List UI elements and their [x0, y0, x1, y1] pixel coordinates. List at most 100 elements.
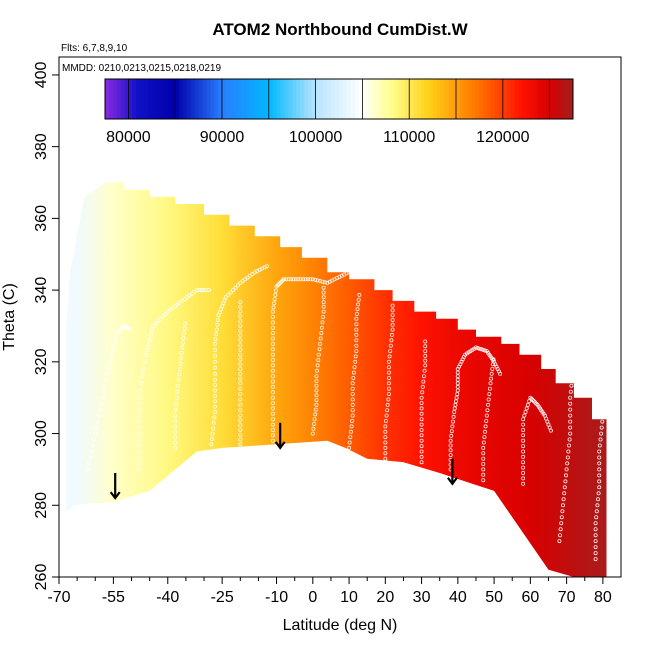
track-point [597, 455, 602, 460]
colorbar-cell [292, 79, 297, 119]
track-point [238, 386, 243, 391]
track-point [563, 479, 568, 484]
track-point [483, 424, 488, 429]
track-point [386, 386, 391, 391]
track-point [558, 527, 563, 532]
track-point [386, 381, 391, 386]
track-point [600, 369, 605, 374]
track-point [238, 309, 243, 314]
track-point [449, 429, 454, 434]
track-point [389, 338, 394, 343]
track-point [238, 432, 243, 437]
track-point [354, 332, 359, 337]
colorbar-cell [541, 79, 547, 119]
track-point [311, 421, 316, 426]
track-point [593, 545, 598, 550]
track-point [350, 408, 355, 413]
track-point [524, 406, 529, 411]
x-axis: -70 -55 -40 -25 -10 0 10 20 30 40 50 60 70 80 [47, 577, 612, 606]
track-point [477, 346, 482, 351]
track-point [521, 470, 526, 475]
track-point [481, 467, 486, 472]
track-point [348, 429, 353, 434]
track-point [270, 401, 275, 406]
track-point [270, 433, 275, 438]
track-point [386, 365, 391, 370]
track-point [160, 314, 165, 319]
colorbar-cell [483, 79, 488, 119]
track-point [484, 413, 489, 418]
track-point [386, 370, 391, 375]
x-tick-label: 20 [376, 589, 394, 606]
colorbar-cell [428, 79, 433, 119]
track-point [204, 288, 209, 293]
track-point [270, 325, 275, 330]
track-point [153, 321, 158, 326]
track-point [212, 415, 217, 420]
track-point [314, 374, 319, 379]
track-point [238, 338, 243, 343]
track-point [322, 280, 327, 285]
track-point [238, 319, 243, 324]
colorbar-cell [222, 79, 227, 119]
track-point [570, 371, 575, 376]
track-point [315, 278, 320, 283]
track-point [314, 393, 319, 398]
colorbar-cell [225, 79, 231, 119]
track-point [350, 397, 355, 402]
track-point [212, 353, 217, 358]
track-point [353, 354, 358, 359]
track-point [238, 397, 243, 402]
track-point [264, 264, 269, 269]
track-point [488, 381, 493, 386]
track-point [521, 454, 526, 459]
track-point [568, 419, 573, 424]
track-point [521, 444, 526, 449]
track-point [211, 426, 216, 431]
track-point [385, 408, 390, 413]
flight-track-4 [209, 264, 269, 447]
track-point [521, 438, 526, 443]
colorbar-cell [198, 79, 203, 119]
track-point [314, 398, 319, 403]
track-point [303, 277, 308, 282]
track-point [321, 314, 326, 319]
track-point [194, 288, 199, 293]
colorbar-cell [132, 79, 137, 119]
track-point [314, 383, 319, 388]
track-point [498, 371, 503, 376]
track-point [386, 392, 391, 397]
colorbar-cell [171, 79, 176, 119]
x-tick-label: 60 [521, 589, 539, 606]
track-point [521, 417, 526, 422]
track-point [481, 451, 486, 456]
track-point [270, 406, 275, 411]
track-point [238, 323, 243, 328]
track-point [143, 352, 148, 357]
x-tick-label: 0 [308, 589, 317, 606]
track-point [270, 347, 275, 352]
track-point [356, 297, 361, 302]
track-point [312, 417, 317, 422]
track-point [272, 301, 277, 306]
y-tick-label: 400 [33, 61, 50, 88]
y-tick-label: 380 [33, 133, 50, 160]
track-point [562, 485, 567, 490]
colorbar-cell [276, 79, 281, 119]
colorbar-cell [498, 79, 504, 119]
track-point [419, 411, 424, 416]
track-point [593, 551, 598, 556]
colorbar-cell [249, 79, 254, 119]
track-point [354, 322, 359, 327]
y-tick-label: 260 [33, 564, 50, 591]
track-point [150, 328, 155, 333]
track-point [238, 362, 243, 367]
colorbar-cell [545, 79, 550, 119]
track-point [593, 557, 598, 562]
colorbar-cell [233, 79, 238, 119]
track-point [422, 368, 427, 373]
colorbar-cell [518, 79, 523, 119]
colorbar-cell [534, 79, 539, 119]
track-point [598, 437, 603, 442]
track-point [455, 392, 460, 397]
